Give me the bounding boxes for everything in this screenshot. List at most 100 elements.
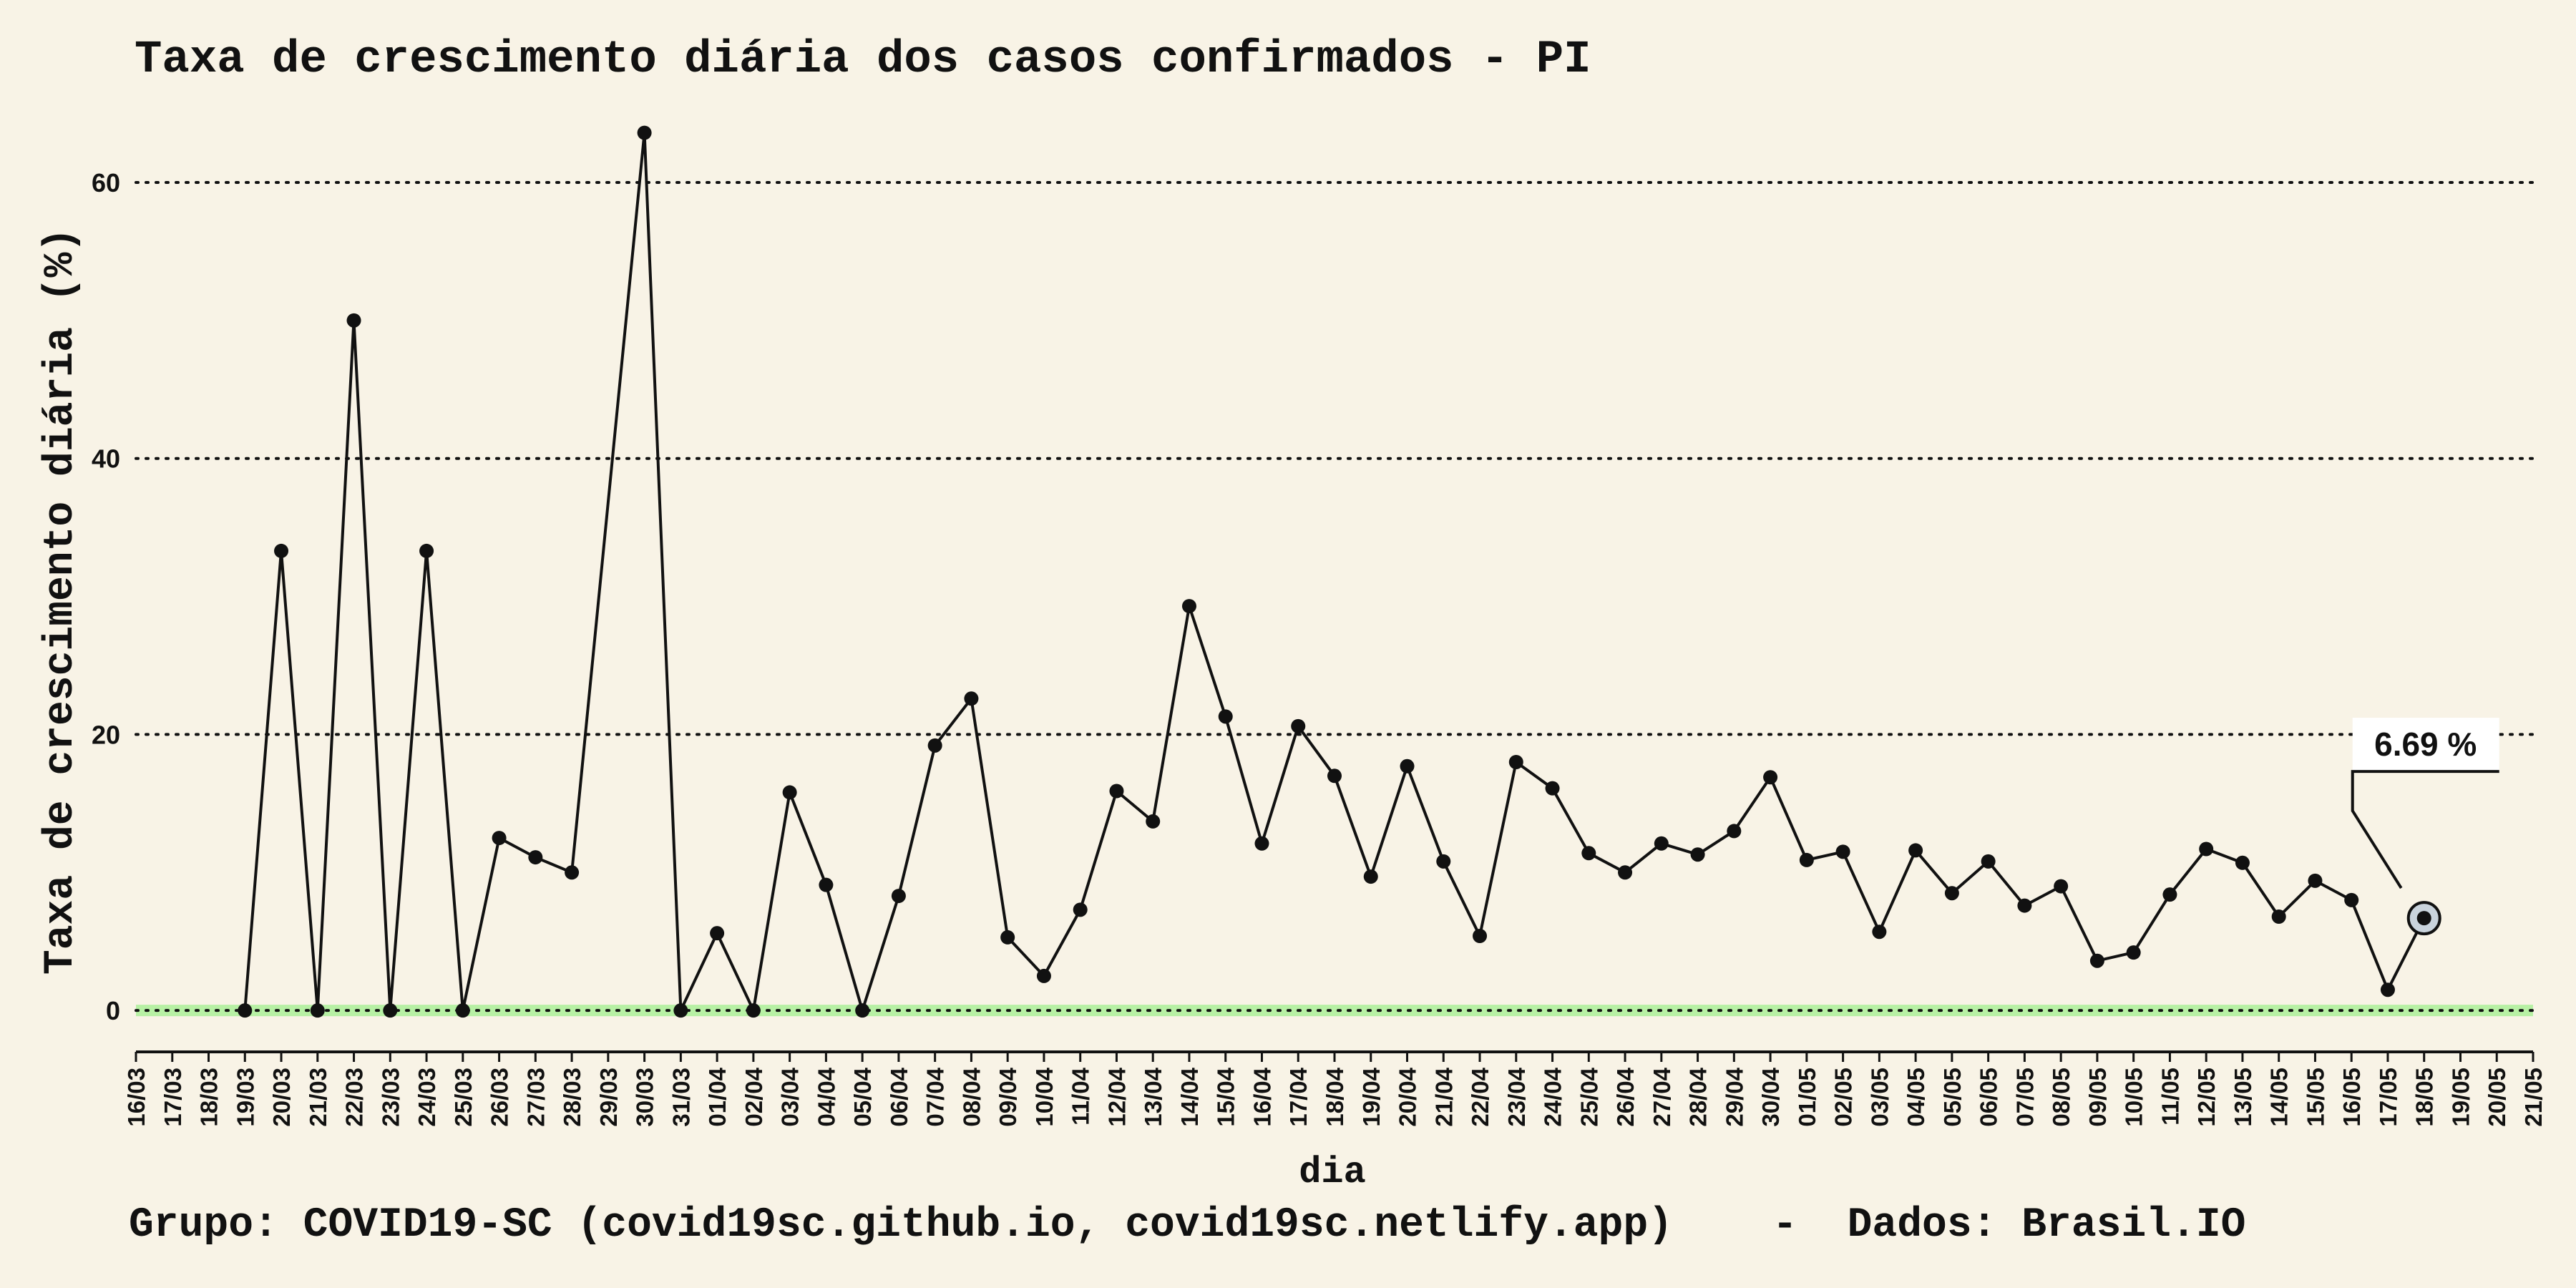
data-point xyxy=(1763,770,1778,785)
data-point xyxy=(1508,755,1523,769)
x-tick-label: 20/04 xyxy=(1395,1067,1421,1126)
x-tick-label: 23/04 xyxy=(1503,1067,1530,1126)
x-tick-label: 07/04 xyxy=(922,1067,949,1126)
data-point xyxy=(1327,769,1342,784)
x-tick-label: 25/04 xyxy=(1576,1067,1602,1126)
data-point xyxy=(1908,843,1923,858)
y-tick-label: 0 xyxy=(106,996,120,1025)
x-tick-label: 05/05 xyxy=(1939,1068,1966,1127)
x-tick-label: 18/03 xyxy=(196,1068,223,1127)
annotation-leader-line xyxy=(2351,770,2499,889)
x-tick-label: 16/04 xyxy=(1249,1067,1275,1126)
annotation-label: 6.69 % xyxy=(2374,726,2477,763)
series-polyline xyxy=(243,131,2426,1013)
gridlines xyxy=(135,181,2534,1017)
y-tick-label: 20 xyxy=(92,720,120,749)
data-point xyxy=(1581,846,1596,861)
data-point xyxy=(1872,924,1887,940)
zero-line-band xyxy=(136,1005,2533,1017)
x-tick-label: 16/03 xyxy=(123,1068,150,1127)
data-point xyxy=(1073,902,1088,917)
data-point xyxy=(2199,841,2214,857)
x-tick-label: 21/04 xyxy=(1430,1067,1457,1126)
x-tick-label: 02/05 xyxy=(1830,1068,1857,1127)
data-point xyxy=(891,889,906,904)
data-point xyxy=(1363,869,1378,884)
data-point xyxy=(1218,709,1233,724)
x-tick-label: 07/05 xyxy=(2011,1068,2038,1127)
x-tick-label: 28/04 xyxy=(1685,1067,1712,1126)
x-tick-label: 19/03 xyxy=(232,1068,258,1127)
data-point xyxy=(419,543,434,558)
x-tick-label: 10/05 xyxy=(2121,1068,2147,1127)
x-tick-label: 16/05 xyxy=(2338,1068,2365,1127)
data-point xyxy=(2162,887,2177,902)
data-point xyxy=(2344,892,2359,907)
data-point xyxy=(1146,814,1161,829)
data-point xyxy=(492,831,507,846)
data-point xyxy=(1181,599,1196,614)
x-tick-label: 22/03 xyxy=(341,1068,368,1127)
y-tick-label: 60 xyxy=(92,168,120,197)
data-point xyxy=(346,313,361,328)
x-tick-label: 13/05 xyxy=(2230,1068,2256,1127)
data-point xyxy=(1254,836,1269,851)
data-point xyxy=(565,865,580,880)
x-tick-label: 21/03 xyxy=(305,1068,331,1127)
data-point xyxy=(1618,865,1633,880)
x-axis-label: dia xyxy=(1299,1151,1366,1194)
data-point xyxy=(455,1003,470,1018)
data-point xyxy=(2017,898,2032,913)
x-tick-label: 17/05 xyxy=(2375,1068,2401,1127)
x-tick-label: 26/04 xyxy=(1612,1067,1639,1126)
x-tick-label: 24/04 xyxy=(1540,1067,1566,1126)
data-point xyxy=(855,1003,870,1018)
y-axis-ticks: 0 20 40 60 xyxy=(92,168,120,1025)
data-point xyxy=(2054,879,2069,894)
data-point xyxy=(2235,855,2250,870)
data-point xyxy=(1654,836,1669,851)
x-axis: 16/03 17/03 18/03 19/03 20/03 21/03 22/03 23/03… xyxy=(123,1050,2547,1127)
x-tick-label: 06/05 xyxy=(1976,1068,2002,1127)
y-axis-label: Taxa de crescimento diária (%) xyxy=(38,228,84,975)
x-tick-label: 18/04 xyxy=(1322,1067,1348,1126)
x-tick-label: 10/04 xyxy=(1031,1067,1058,1126)
x-tick-label: 09/04 xyxy=(995,1067,1021,1126)
data-point xyxy=(819,877,834,892)
data-point xyxy=(1400,758,1415,774)
x-tick-label: 29/03 xyxy=(595,1068,622,1127)
data-point xyxy=(1436,854,1451,869)
chart-title: Taxa de crescimento diária dos casos con… xyxy=(135,34,1591,86)
data-point xyxy=(2126,945,2141,960)
data-point xyxy=(1291,718,1306,733)
data-point xyxy=(1690,847,1705,862)
data-point xyxy=(1835,844,1850,859)
data-point xyxy=(710,926,725,941)
x-tick-label: 23/03 xyxy=(377,1068,404,1127)
data-point xyxy=(927,738,942,753)
x-tick-label: 25/03 xyxy=(450,1068,477,1127)
x-tick-label: 12/04 xyxy=(1103,1067,1130,1126)
x-tick-label: 02/04 xyxy=(741,1067,767,1126)
data-point xyxy=(528,850,543,865)
x-tick-label: 20/03 xyxy=(268,1068,295,1127)
data-point xyxy=(2308,873,2323,888)
x-tick-label: 03/05 xyxy=(1866,1068,1893,1127)
x-tick-label: 20/05 xyxy=(2484,1068,2510,1127)
y-tick-label: 40 xyxy=(92,444,120,474)
x-tick-label: 04/05 xyxy=(1903,1068,1929,1127)
x-tick-label: 27/04 xyxy=(1649,1067,1675,1126)
data-point xyxy=(964,691,979,706)
data-point xyxy=(1981,854,1996,869)
data-point xyxy=(1799,852,1814,867)
x-tick-label: 01/05 xyxy=(1794,1068,1820,1127)
x-tick-label: 30/04 xyxy=(1757,1067,1784,1126)
x-tick-label: 11/05 xyxy=(2157,1068,2183,1126)
data-point xyxy=(1000,930,1015,945)
data-point xyxy=(1036,968,1051,983)
data-point xyxy=(2089,953,2104,968)
x-tick-label: 24/03 xyxy=(414,1068,440,1127)
data-point xyxy=(2271,909,2286,924)
